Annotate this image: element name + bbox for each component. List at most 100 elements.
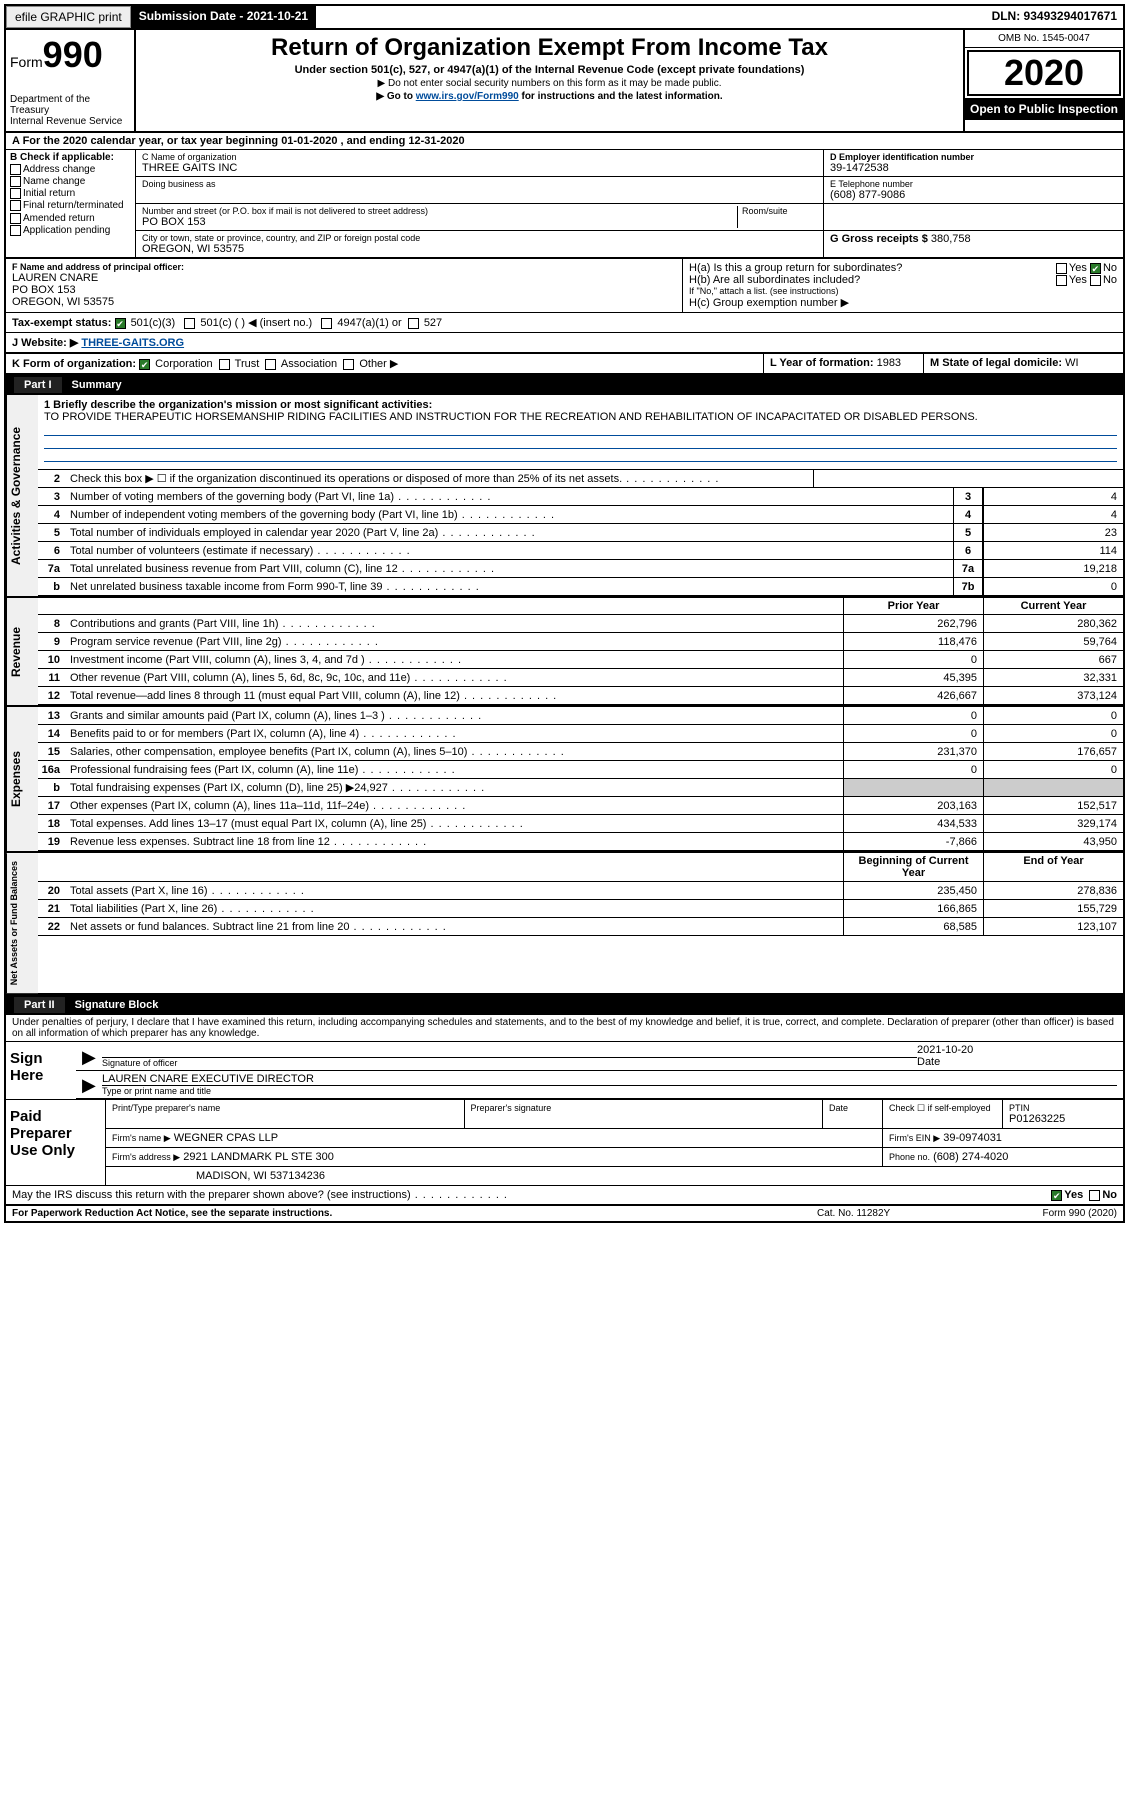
ein-label: D Employer identification number [830,152,1117,162]
open-inspection: Open to Public Inspection [965,98,1123,120]
print-name-cell: Print/Type preparer's name [106,1100,465,1128]
cb-amended[interactable]: Amended return [10,213,131,224]
mission-line3 [44,452,1117,462]
ein-value: 39-1472538 [830,162,1117,174]
self-emp-label: Check ☐ if self-employed [889,1103,996,1114]
vtab-netassets: Net Assets or Fund Balances [6,853,38,993]
firm-name-label: Firm's name ▶ [112,1133,171,1143]
cb-corp[interactable] [139,359,150,370]
header-center: Return of Organization Exempt From Incom… [136,30,963,131]
ein-cell: D Employer identification number 39-1472… [823,150,1123,176]
cb-501c3[interactable] [115,318,126,329]
sig-name-title: LAUREN CNARE EXECUTIVE DIRECTOR [102,1073,1117,1085]
net-col-hdr: Beginning of Current Year End of Year [38,853,1123,882]
officer-name: LAUREN CNARE [12,272,676,284]
table-row: 13Grants and similar amounts paid (Part … [38,707,1123,725]
h-c: H(c) Group exemption number ▶ [689,296,1117,309]
irs-link[interactable]: www.irs.gov/Form990 [416,91,519,102]
phone-cell: E Telephone number (608) 877-9086 [823,177,1123,203]
table-row: 22Net assets or fund balances. Subtract … [38,918,1123,936]
cb-address-change[interactable]: Address change [10,164,131,175]
line-a: A For the 2020 calendar year, or tax yea… [6,133,1123,150]
part2-title: Signature Block [75,999,159,1011]
cb-assoc[interactable] [265,359,276,370]
self-emp-cell: Check ☐ if self-employed [883,1100,1003,1128]
m-val: WI [1065,357,1078,369]
k-row: K Form of organization: Corporation Trus… [6,354,1123,375]
cb-501c[interactable] [184,318,195,329]
cb-initial-return[interactable]: Initial return [10,188,131,199]
spacer-e [823,204,1123,230]
prior-year-hdr: Prior Year [843,598,983,614]
cb-4947[interactable] [321,318,332,329]
table-row: 5Total number of individuals employed in… [38,524,1123,542]
phone-cell2: Phone no. (608) 274-4020 [883,1148,1123,1166]
cb-final-return[interactable]: Final return/terminated [10,200,131,211]
col-b-label: B Check if applicable: [10,152,114,163]
sig-date-label: Date [917,1056,1117,1068]
sig-line1: ▶ Signature of officer 2021-10-20 Date [76,1042,1123,1071]
form-subtitle: Under section 501(c), 527, or 4947(a)(1)… [144,64,955,76]
table-row: 8Contributions and grants (Part VIII, li… [38,615,1123,633]
omb-number: OMB No. 1545-0047 [965,30,1123,48]
cb-discuss-no[interactable] [1089,1190,1100,1201]
opt-trust: Trust [235,358,260,370]
m-cell: M State of legal domicile: WI [923,354,1123,373]
mission-line1 [44,426,1117,436]
sig-officer-field[interactable]: Signature of officer [102,1045,917,1068]
cb-trust[interactable] [219,359,230,370]
ptin-cell: PTINP01263225 [1003,1100,1123,1128]
tax-year: 2020 [967,50,1121,96]
dba-cell: Doing business as [136,177,823,203]
part1-header: Part I Summary [6,375,1123,395]
h-a: H(a) Is this a group return for subordin… [689,262,1117,274]
part1-num: Part I [14,377,62,393]
table-row: 20Total assets (Part X, line 16)235,4502… [38,882,1123,900]
org-name: THREE GAITS INC [142,162,817,174]
opt-501c: 501(c) ( ) ◀ (insert no.) [200,317,312,329]
vtab-revenue: Revenue [6,598,38,705]
table-row: 16aProfessional fundraising fees (Part I… [38,761,1123,779]
cb-527[interactable] [408,318,419,329]
website-link[interactable]: THREE-GAITS.ORG [81,337,184,349]
firm-addr2: MADISON, WI 537134236 [196,1170,325,1182]
cb-application-pending[interactable]: Application pending [10,225,131,236]
form-header: Form990 Department of the Treasury Inter… [6,30,1123,133]
note2-post: for instructions and the latest informat… [519,91,723,102]
part2-header: Part II Signature Block [6,995,1123,1015]
netassets-body: Beginning of Current Year End of Year 20… [38,853,1123,993]
phone-label2: Phone no. [889,1152,930,1162]
ptin-val: P01263225 [1009,1113,1117,1125]
table-row: bNet unrelated business taxable income f… [38,578,1123,596]
vtab-expenses: Expenses [6,707,38,851]
expenses-body: 13Grants and similar amounts paid (Part … [38,707,1123,851]
note-ssn: ▶ Do not enter social security numbers o… [144,78,955,89]
cb-other[interactable] [343,359,354,370]
paid-body: Print/Type preparer's name Preparer's si… [106,1100,1123,1185]
cb-name-change[interactable]: Name change [10,176,131,187]
form-990: efile GRAPHIC print Submission Date - 20… [4,4,1125,1223]
sig-declaration: Under penalties of perjury, I declare th… [6,1015,1123,1042]
officer-cell: F Name and address of principal officer:… [6,259,683,312]
opt-assoc: Association [281,358,337,370]
table-row: 3Number of voting members of the governi… [38,488,1123,506]
header-left: Form990 Department of the Treasury Inter… [6,30,136,131]
opt-527: 527 [424,317,442,329]
firm-ein-cell: Firm's EIN ▶ 39-0974031 [883,1129,1123,1147]
h-b: H(b) Are all subordinates included? Yes … [689,274,1117,286]
table-row: 11Other revenue (Part VIII, column (A), … [38,669,1123,687]
mission-block: 1 Briefly describe the organization's mi… [38,395,1123,470]
cb-discuss-yes[interactable] [1051,1190,1062,1201]
efile-button[interactable]: efile GRAPHIC print [6,6,131,28]
table-row: 2Check this box ▶ ☐ if the organization … [38,470,1123,488]
header-right: OMB No. 1545-0047 2020 Open to Public In… [963,30,1123,131]
table-row: 19Revenue less expenses. Subtract line 1… [38,833,1123,851]
governance-body: 1 Briefly describe the organization's mi… [38,395,1123,596]
form-word: Form [10,54,43,70]
table-row: 6Total number of volunteers (estimate if… [38,542,1123,560]
k-left: K Form of organization: Corporation Trus… [6,354,763,373]
officer-label: F Name and address of principal officer: [12,262,676,272]
tax-status-row: Tax-exempt status: 501(c)(3) 501(c) ( ) … [6,313,1123,333]
room-label: Room/suite [742,206,817,216]
city-value: OREGON, WI 53575 [142,243,817,255]
